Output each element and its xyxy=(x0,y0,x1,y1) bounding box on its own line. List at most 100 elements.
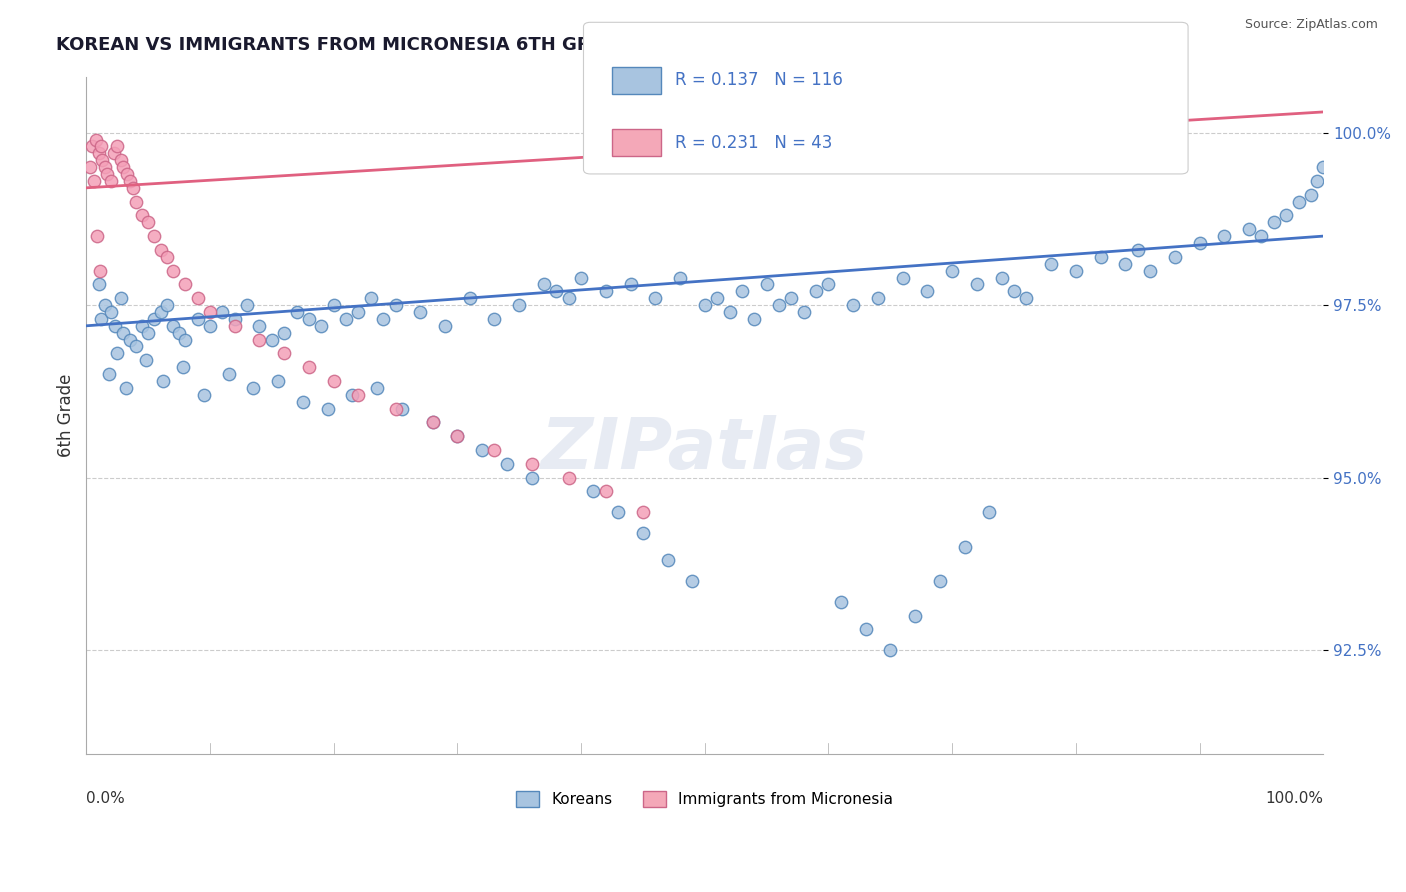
Point xyxy=(172,360,194,375)
Point xyxy=(780,291,803,305)
Point xyxy=(112,160,135,174)
Point xyxy=(291,394,314,409)
Point xyxy=(842,298,865,312)
Point xyxy=(422,416,444,430)
Point xyxy=(260,333,283,347)
Point xyxy=(607,505,630,519)
Point xyxy=(187,291,209,305)
Point xyxy=(1237,222,1260,236)
Point xyxy=(569,270,592,285)
Point xyxy=(86,229,108,244)
Point xyxy=(793,305,815,319)
Point xyxy=(706,291,728,305)
Point xyxy=(83,174,105,188)
Point xyxy=(156,250,179,264)
Point xyxy=(122,181,145,195)
Point xyxy=(917,285,939,299)
Point xyxy=(471,442,494,457)
Point xyxy=(167,326,190,340)
Point xyxy=(830,595,852,609)
Point xyxy=(100,305,122,319)
Point xyxy=(1288,194,1310,209)
Point xyxy=(162,318,184,333)
Point xyxy=(115,381,138,395)
Point xyxy=(582,484,605,499)
Point xyxy=(768,298,790,312)
Point xyxy=(1002,285,1025,299)
Point xyxy=(1188,235,1211,250)
Point xyxy=(236,298,259,312)
Point xyxy=(298,360,321,375)
Point xyxy=(105,139,128,153)
Point xyxy=(384,401,406,416)
Point xyxy=(1139,263,1161,277)
Point xyxy=(904,608,927,623)
Point xyxy=(96,167,118,181)
Point xyxy=(322,298,344,312)
Point xyxy=(1263,215,1285,229)
Point xyxy=(520,470,543,484)
Point xyxy=(373,312,395,326)
Point xyxy=(1250,229,1272,244)
Point xyxy=(434,318,457,333)
Point xyxy=(693,298,716,312)
Point xyxy=(218,367,240,381)
Point xyxy=(1126,243,1149,257)
Point xyxy=(311,318,333,333)
Point xyxy=(384,298,406,312)
Point xyxy=(149,305,172,319)
Point xyxy=(1040,257,1063,271)
Point xyxy=(89,263,111,277)
Point xyxy=(619,277,641,292)
Point xyxy=(249,318,271,333)
Point xyxy=(533,277,555,292)
Point xyxy=(1299,187,1322,202)
Point xyxy=(273,326,295,340)
Point xyxy=(891,270,914,285)
Point xyxy=(1275,208,1298,222)
Point xyxy=(1090,250,1112,264)
Point xyxy=(131,318,153,333)
Point xyxy=(110,153,132,168)
Point xyxy=(224,318,246,333)
Point xyxy=(1213,229,1236,244)
Point xyxy=(298,312,321,326)
Point xyxy=(242,381,264,395)
Point xyxy=(82,139,104,153)
Point xyxy=(211,305,233,319)
Point xyxy=(928,574,950,588)
Point xyxy=(941,263,963,277)
Point xyxy=(136,215,159,229)
Point xyxy=(152,374,174,388)
Point xyxy=(595,285,617,299)
Text: Source: ZipAtlas.com: Source: ZipAtlas.com xyxy=(1244,18,1378,31)
Point xyxy=(1114,257,1136,271)
Point xyxy=(546,285,568,299)
Point xyxy=(249,333,271,347)
Point xyxy=(953,540,976,554)
Point xyxy=(409,305,432,319)
Point xyxy=(162,263,184,277)
Point xyxy=(595,484,617,499)
Y-axis label: 6th Grade: 6th Grade xyxy=(58,374,75,458)
Point xyxy=(817,277,839,292)
Point xyxy=(90,139,112,153)
Text: R = 0.231   N = 43: R = 0.231 N = 43 xyxy=(675,134,832,152)
Point xyxy=(422,416,444,430)
Point xyxy=(718,305,741,319)
Point xyxy=(143,312,166,326)
Point xyxy=(520,457,543,471)
Point xyxy=(335,312,357,326)
Point xyxy=(135,353,157,368)
Point xyxy=(731,285,754,299)
Point xyxy=(508,298,530,312)
Point xyxy=(391,401,413,416)
Legend: Koreans, Immigrants from Micronesia: Koreans, Immigrants from Micronesia xyxy=(510,785,900,814)
Point xyxy=(804,285,827,299)
Text: KOREAN VS IMMIGRANTS FROM MICRONESIA 6TH GRADE CORRELATION CHART: KOREAN VS IMMIGRANTS FROM MICRONESIA 6TH… xyxy=(56,36,853,54)
Point xyxy=(755,277,778,292)
Point xyxy=(198,305,221,319)
Point xyxy=(1064,263,1087,277)
Point xyxy=(347,305,370,319)
Point xyxy=(855,623,877,637)
